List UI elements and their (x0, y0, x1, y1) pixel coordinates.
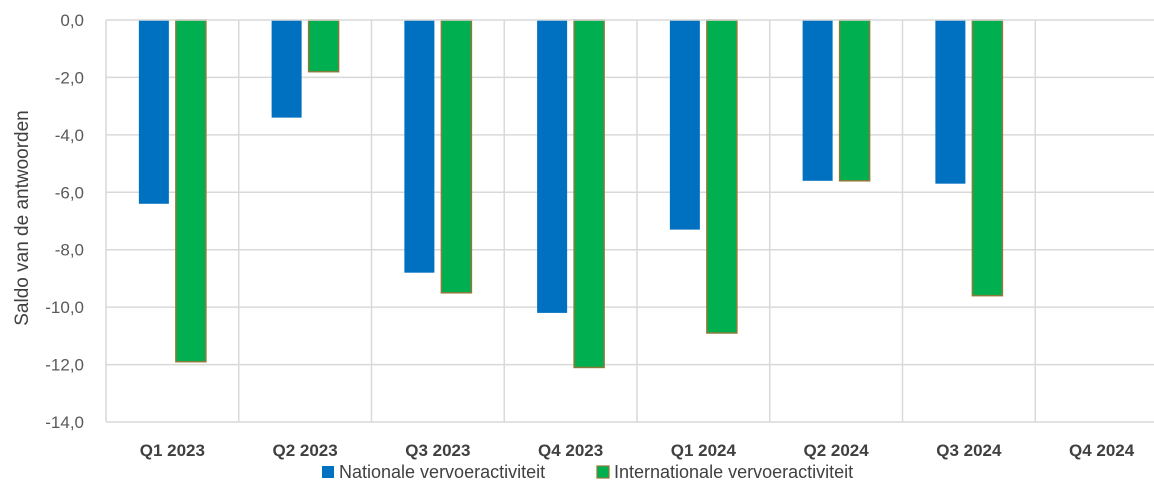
grid-lines (106, 20, 1154, 423)
x-category-label: Q4 2023 (538, 441, 603, 460)
bar-internationale-q4-2023 (573, 19, 605, 369)
y-tick-label: -8,0 (55, 241, 84, 260)
y-tick-label: -14,0 (45, 413, 84, 432)
bar-nationale-q2-2023 (271, 20, 302, 118)
bar-nationale-q1-2024 (669, 20, 700, 230)
x-category-labels: Q1 2023 Q2 2023 Q3 2023 Q4 2023 Q1 2024 Q2 20… (140, 441, 1135, 460)
bar-internationale-q3-2023 (440, 19, 473, 294)
bar-nationale-q1-2023 (138, 20, 169, 204)
x-category-label: Q1 2023 (140, 441, 205, 460)
legend-swatch (596, 465, 610, 479)
bar-internationale-q1-2024 (706, 19, 738, 334)
bar-internationale-q3-2024 (971, 19, 1004, 297)
y-tick-label: -4,0 (55, 126, 84, 145)
axis-lines (105, 19, 1154, 422)
bar-nationale-q3-2023 (404, 20, 435, 273)
bar-internationale-q1-2023 (175, 19, 207, 363)
y-tick-label: -12,0 (45, 356, 84, 375)
bar-nationale-q3-2024 (935, 20, 966, 184)
legend-swatch (322, 466, 334, 478)
bar-nationale-q4-2023 (537, 20, 568, 313)
x-category-label: Q3 2023 (405, 441, 470, 460)
bar-internationale-q2-2024 (838, 19, 871, 182)
x-category-label: Q3 2024 (936, 441, 1002, 460)
bar-nationale-q2-2024 (802, 20, 833, 181)
y-tick-label: -6,0 (55, 183, 84, 202)
bars (138, 19, 1004, 369)
legend-label: Nationale vervoeractiviteit (339, 462, 545, 482)
x-category-label: Q2 2023 (273, 441, 338, 460)
y-tick-label: 0,0 (60, 11, 84, 30)
y-axis-title: Saldo van de antwoorden (12, 110, 33, 326)
legend: Nationale vervoeractiviteit International… (322, 462, 853, 482)
x-category-label: Q4 2024 (1069, 441, 1135, 460)
bar-internationale-q2-2023 (307, 19, 340, 73)
x-category-label: Q1 2024 (671, 441, 737, 460)
y-tick-labels: 0,0 -2,0 -4,0 -6,0 -8,0 -10,0 -12,0 -14,0 (45, 11, 84, 432)
legend-label: Internationale vervoeractiviteit (614, 462, 853, 482)
x-category-label: Q2 2024 (804, 441, 870, 460)
y-tick-label: -10,0 (45, 298, 84, 317)
y-tick-label: -2,0 (55, 68, 84, 87)
